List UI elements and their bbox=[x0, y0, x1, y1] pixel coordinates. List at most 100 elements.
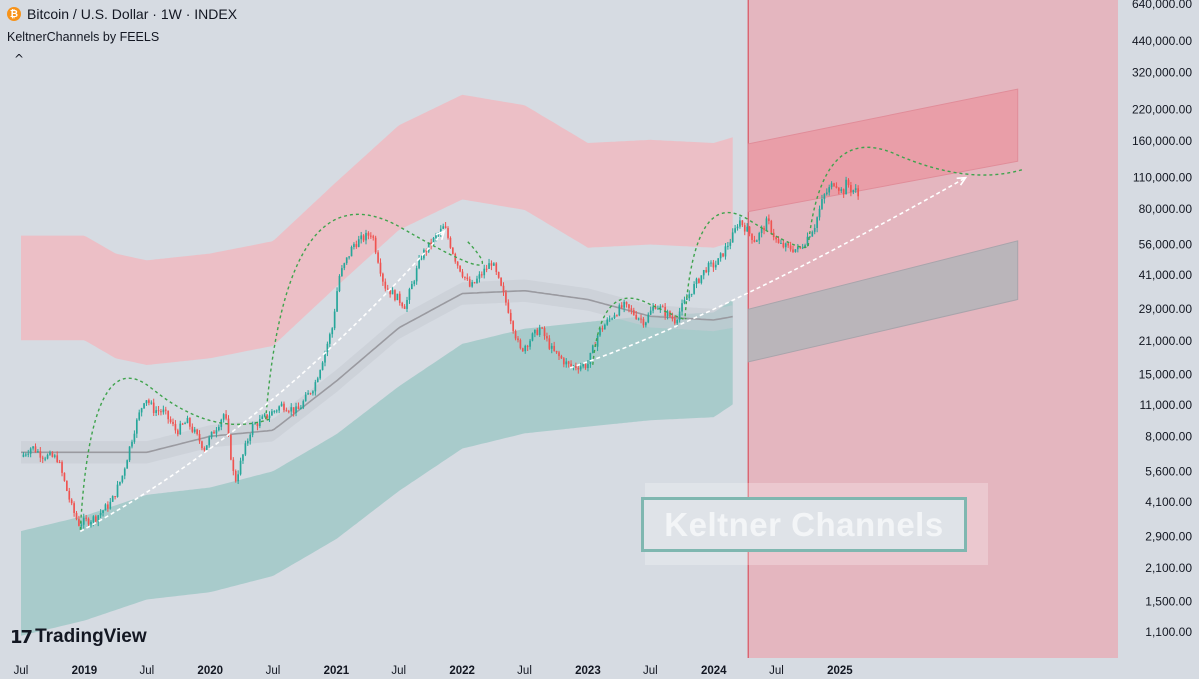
time-tick-label: Jul bbox=[139, 665, 154, 677]
candle-body bbox=[690, 293, 693, 295]
candle-body bbox=[719, 253, 722, 259]
candle-body bbox=[521, 348, 524, 352]
candle-body bbox=[775, 237, 777, 240]
candle-body bbox=[90, 521, 92, 525]
tradingview-logo[interactable]: 17 TradingView bbox=[10, 626, 147, 648]
candle-body bbox=[570, 363, 572, 367]
candle-body bbox=[647, 314, 650, 323]
candle-body bbox=[34, 446, 37, 453]
candle-body bbox=[191, 426, 194, 432]
candle-body bbox=[143, 403, 145, 409]
candle-body bbox=[391, 290, 394, 295]
keltner-mid-band bbox=[21, 279, 733, 464]
candle-body bbox=[640, 318, 642, 320]
candle-body bbox=[562, 358, 565, 365]
time-tick-label: Jul bbox=[517, 665, 532, 677]
candle-body bbox=[174, 423, 177, 431]
candle-body bbox=[780, 242, 782, 244]
candle-body bbox=[526, 345, 529, 347]
candle-body bbox=[825, 192, 828, 195]
candle-body bbox=[635, 314, 638, 319]
candle-body bbox=[138, 412, 141, 420]
candle-body bbox=[671, 316, 674, 319]
candle-body bbox=[673, 318, 676, 324]
candle-body bbox=[44, 458, 46, 460]
candle-body bbox=[657, 308, 659, 310]
symbol-title[interactable]: Bitcoin / U.S. Dollar · 1W · INDEX bbox=[27, 6, 238, 22]
candle-body bbox=[739, 220, 741, 227]
candle-body bbox=[729, 242, 732, 246]
candle-body bbox=[111, 496, 114, 502]
candle-body bbox=[362, 235, 365, 241]
candle-body bbox=[160, 411, 162, 413]
candle-body bbox=[324, 352, 326, 363]
price-tick-label: 11,000.00 bbox=[1140, 398, 1193, 412]
candle-body bbox=[753, 239, 756, 242]
candle-body bbox=[268, 415, 271, 419]
candle-body bbox=[490, 263, 493, 266]
candle-body bbox=[427, 242, 430, 252]
candle-body bbox=[456, 261, 459, 266]
candle-body bbox=[468, 279, 471, 287]
candle-body bbox=[148, 400, 150, 403]
candle-body bbox=[432, 237, 435, 245]
candle-body bbox=[193, 429, 196, 432]
candle-body bbox=[659, 306, 662, 309]
candle-body bbox=[603, 324, 606, 330]
candle-body bbox=[476, 278, 478, 283]
time-tick-label: 2023 bbox=[575, 665, 601, 677]
candle-body bbox=[763, 227, 765, 231]
candle-body bbox=[145, 400, 148, 404]
candle-body bbox=[242, 454, 244, 461]
candle-body bbox=[198, 433, 201, 442]
candle-body bbox=[326, 343, 329, 353]
candle-body bbox=[765, 218, 768, 231]
candle-body bbox=[205, 445, 208, 451]
candle-body bbox=[355, 244, 358, 247]
candle-body bbox=[828, 187, 831, 193]
chart-header: ₿ Bitcoin / U.S. Dollar · 1W · INDEX bbox=[7, 6, 237, 22]
cycle-arc bbox=[79, 377, 270, 530]
candle-body bbox=[410, 284, 413, 290]
candle-body bbox=[186, 417, 189, 424]
candle-body bbox=[842, 189, 845, 195]
candle-body bbox=[396, 293, 399, 301]
candle-body bbox=[116, 484, 119, 498]
candle-body bbox=[172, 421, 174, 424]
candle-body bbox=[259, 418, 261, 427]
candle-body bbox=[119, 481, 121, 485]
candle-body bbox=[693, 283, 695, 294]
candle-body bbox=[408, 289, 411, 300]
candle-body bbox=[29, 448, 32, 454]
candle-body bbox=[341, 268, 343, 276]
candle-body bbox=[698, 278, 700, 283]
collapse-icon[interactable]: ^ bbox=[14, 52, 25, 66]
price-tick-label: 2,100.00 bbox=[1145, 561, 1192, 575]
candle-body bbox=[304, 394, 307, 402]
candle-body bbox=[806, 236, 809, 246]
tradingview-logo-icon: 17 bbox=[10, 626, 33, 648]
candle-body bbox=[804, 245, 806, 248]
time-tick-label: 2022 bbox=[449, 665, 475, 677]
candle-body bbox=[357, 239, 360, 247]
candle-body bbox=[480, 274, 483, 276]
candle-body bbox=[688, 294, 691, 299]
candle-body bbox=[261, 416, 264, 419]
candle-body bbox=[449, 237, 452, 248]
candle-body bbox=[454, 253, 457, 262]
candle-body bbox=[56, 455, 59, 463]
candle-body bbox=[123, 468, 126, 476]
candle-body bbox=[485, 268, 488, 270]
time-tick-label: 2021 bbox=[324, 665, 350, 677]
candle-body bbox=[102, 510, 104, 513]
candle-body bbox=[256, 423, 259, 427]
price-tick-label: 29,000.00 bbox=[1139, 302, 1193, 316]
candle-body bbox=[68, 490, 71, 500]
candle-body bbox=[300, 407, 302, 410]
candle-body bbox=[835, 186, 838, 188]
indicator-legend[interactable]: KeltnerChannels by FEELS bbox=[7, 30, 160, 44]
candle-body bbox=[473, 282, 476, 284]
candle-body bbox=[717, 258, 720, 265]
